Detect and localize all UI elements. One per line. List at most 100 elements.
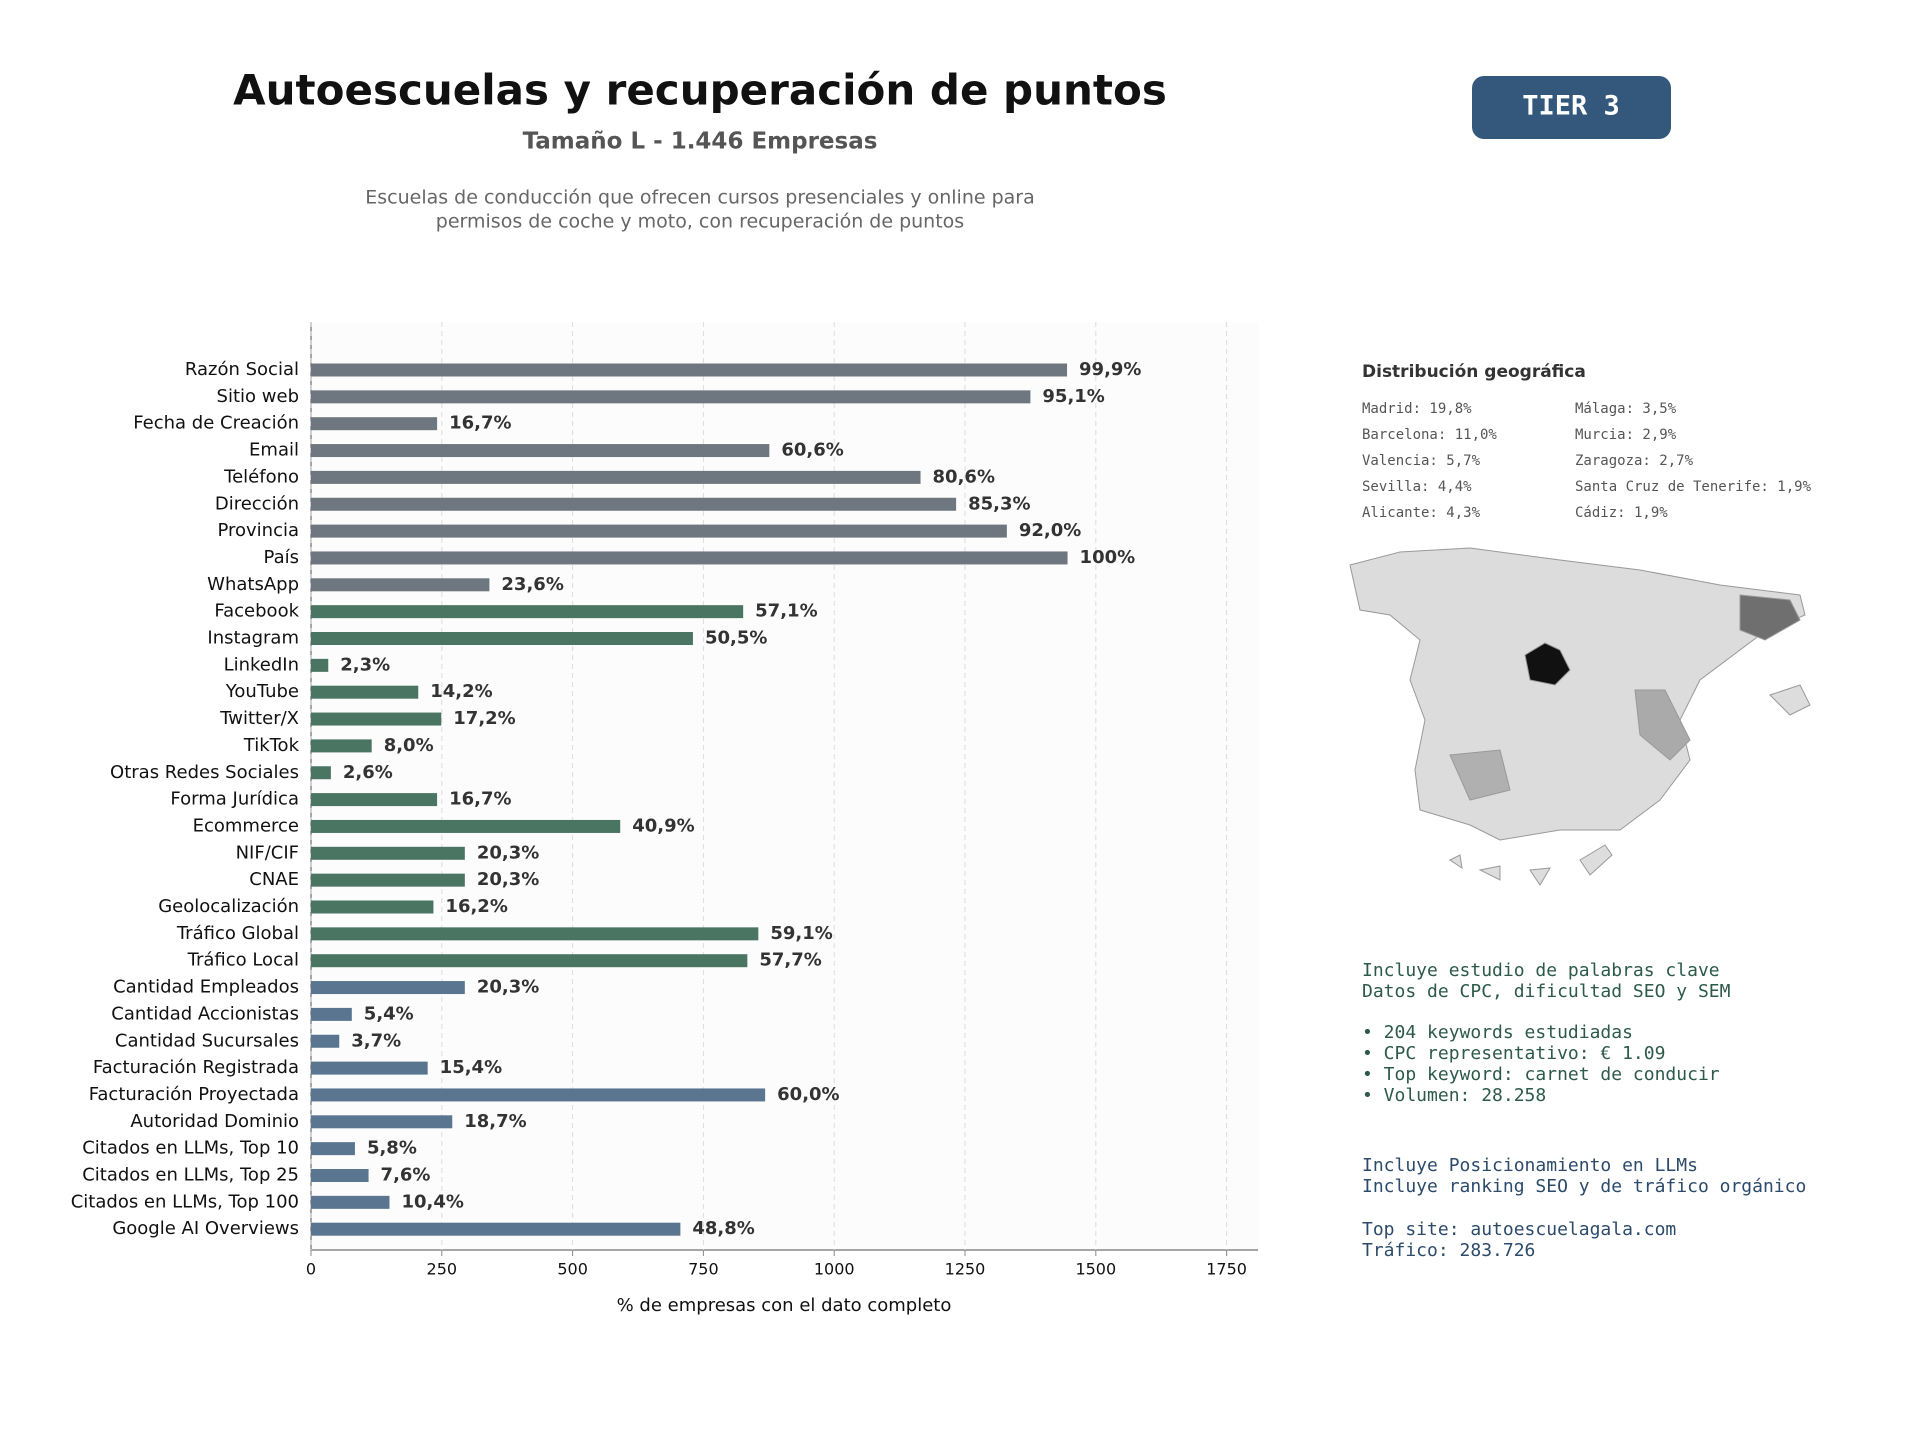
y-tick-label: Facturación Proyectada bbox=[89, 1084, 299, 1105]
y-tick-label: Tráfico Global bbox=[176, 923, 299, 944]
bar bbox=[311, 363, 1068, 377]
info-text: Incluye estudio de palabras clave bbox=[1362, 960, 1720, 981]
bar bbox=[311, 1169, 369, 1182]
y-tick-label: Autoridad Dominio bbox=[130, 1111, 299, 1132]
y-tick-label: Razón Social bbox=[185, 359, 299, 380]
y-tick-label: Citados en LLMs, Top 10 bbox=[82, 1138, 299, 1159]
info-text: Tráfico: 283.726 bbox=[1362, 1240, 1535, 1261]
info-text: Top site: autoescuelagala.com bbox=[1362, 1219, 1676, 1240]
y-tick-label: Dirección bbox=[215, 493, 299, 514]
geo-item: Santa Cruz de Tenerife: 1,9% bbox=[1575, 479, 1812, 495]
y-tick-label: Teléfono bbox=[223, 466, 299, 487]
plot-area bbox=[311, 322, 1258, 1250]
y-tick-label: País bbox=[264, 547, 299, 568]
bar bbox=[311, 1061, 428, 1075]
badge bbox=[1472, 76, 1671, 139]
value-label: 48,8% bbox=[692, 1218, 754, 1239]
value-label: 59,1% bbox=[770, 923, 832, 944]
y-tick-label: Sitio web bbox=[217, 386, 299, 407]
y-tick-label: Fecha de Creación bbox=[133, 413, 299, 434]
value-label: 85,3% bbox=[968, 493, 1030, 514]
badge-text: TIER 3 bbox=[1522, 91, 1620, 122]
geo-item: Valencia: 5,7% bbox=[1362, 453, 1481, 469]
bar bbox=[311, 417, 438, 431]
y-tick-label: CNAE bbox=[249, 869, 299, 890]
geo-item: Sevilla: 4,4% bbox=[1362, 479, 1472, 495]
value-label: 60,6% bbox=[781, 440, 843, 461]
value-label: 57,1% bbox=[755, 601, 817, 622]
info-text: Incluye Posicionamiento en LLMs bbox=[1362, 1155, 1698, 1176]
bar bbox=[311, 658, 329, 672]
y-tick-label: Google AI Overviews bbox=[112, 1218, 299, 1239]
value-label: 14,2% bbox=[430, 681, 492, 702]
y-tick-label: Provincia bbox=[217, 520, 299, 541]
map-region bbox=[1634, 689, 1691, 761]
x-tick-label: 1500 bbox=[1075, 1260, 1116, 1279]
bar bbox=[311, 551, 1068, 565]
bar bbox=[311, 846, 465, 860]
y-tick-label: Citados en LLMs, Top 100 bbox=[71, 1191, 299, 1212]
y-tick-label: Tráfico Local bbox=[187, 950, 299, 971]
geo-title: Distribución geográfica bbox=[1362, 362, 1586, 382]
value-label: 17,2% bbox=[453, 708, 515, 729]
bar bbox=[311, 1007, 352, 1021]
y-tick-label: YouTube bbox=[225, 681, 299, 702]
x-tick-label: 1000 bbox=[814, 1260, 855, 1279]
info-text: • Volumen: 28.258 bbox=[1362, 1085, 1546, 1106]
x-tick-label: 500 bbox=[557, 1260, 588, 1279]
geo-item: Barcelona: 11,0% bbox=[1362, 427, 1497, 443]
bar bbox=[311, 444, 770, 458]
value-label: 16,2% bbox=[445, 896, 507, 917]
bar bbox=[311, 1142, 355, 1156]
chart-title: Autoescuelas y recuperación de puntos bbox=[233, 66, 1167, 115]
y-tick-label: Email bbox=[249, 440, 299, 461]
bar bbox=[311, 1088, 766, 1102]
bar bbox=[311, 793, 438, 807]
value-label: 20,3% bbox=[477, 842, 539, 863]
bar bbox=[311, 605, 744, 619]
value-label: 100% bbox=[1080, 547, 1136, 568]
y-tick-label: Cantidad Empleados bbox=[113, 977, 299, 998]
y-tick-label: Instagram bbox=[207, 628, 299, 649]
value-label: 23,6% bbox=[501, 574, 563, 595]
map bbox=[1349, 547, 1811, 886]
value-label: 8,0% bbox=[384, 735, 434, 756]
value-label: 20,3% bbox=[477, 869, 539, 890]
x-tick-label: 250 bbox=[427, 1260, 458, 1279]
bar bbox=[311, 1222, 681, 1236]
bar bbox=[311, 927, 759, 941]
y-tick-label: Ecommerce bbox=[193, 815, 299, 836]
bar bbox=[311, 739, 372, 753]
y-tick-label: Forma Jurídica bbox=[170, 789, 299, 810]
y-tick-label: Twitter/X bbox=[219, 708, 299, 729]
geo-item: Cádiz: 1,9% bbox=[1575, 505, 1668, 521]
geo-item: Málaga: 3,5% bbox=[1575, 401, 1677, 417]
bar bbox=[311, 873, 465, 887]
bar bbox=[311, 954, 748, 968]
value-label: 10,4% bbox=[401, 1191, 463, 1212]
map-region bbox=[1524, 642, 1571, 686]
value-label: 95,1% bbox=[1042, 386, 1104, 407]
subtitle: Tamaño L - 1.446 Empresas bbox=[523, 129, 878, 155]
geo-item: Madrid: 19,8% bbox=[1362, 401, 1472, 417]
value-label: 5,8% bbox=[367, 1138, 417, 1159]
geo-item: Murcia: 2,9% bbox=[1575, 427, 1677, 443]
y-tick-label: Cantidad Accionistas bbox=[111, 1003, 299, 1024]
bar bbox=[311, 685, 419, 699]
bar bbox=[311, 766, 331, 780]
bar bbox=[311, 981, 465, 995]
map-region bbox=[1739, 594, 1801, 641]
bar bbox=[311, 1195, 390, 1209]
x-tick-label: 1750 bbox=[1206, 1260, 1247, 1279]
geo-item: Alicante: 4,3% bbox=[1362, 505, 1481, 521]
bar bbox=[311, 1115, 453, 1129]
x-tick-label: 750 bbox=[688, 1260, 719, 1279]
value-label: 5,4% bbox=[364, 1003, 414, 1024]
value-label: 16,7% bbox=[449, 413, 511, 434]
info-text: • CPC representativo: € 1.09 bbox=[1362, 1043, 1665, 1064]
bar bbox=[311, 712, 442, 726]
y-tick-label: LinkedIn bbox=[224, 654, 299, 675]
y-tick-label: TikTok bbox=[243, 735, 300, 756]
value-label: 2,3% bbox=[340, 654, 390, 675]
